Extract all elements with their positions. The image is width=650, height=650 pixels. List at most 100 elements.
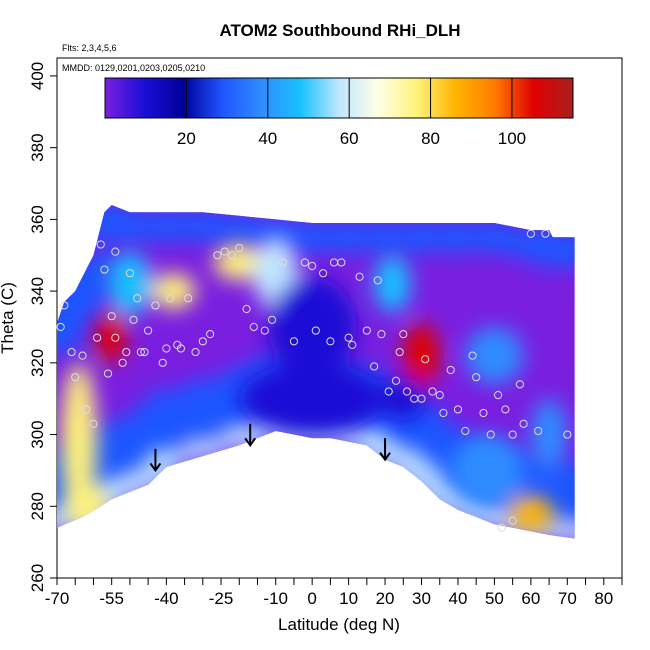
field-cell [180, 438, 225, 459]
observation-point [213, 251, 222, 260]
observation-point [395, 347, 404, 357]
observation-point [508, 516, 517, 525]
field-feature [374, 255, 411, 313]
field-cell [140, 210, 193, 243]
observation-point [227, 251, 237, 260]
x-tick-label: 20 [376, 589, 395, 608]
observation-point [417, 394, 426, 403]
x-tick-label: -10 [263, 589, 288, 608]
field-cell [286, 221, 339, 254]
observation-point [82, 405, 91, 414]
observation-point [515, 380, 525, 389]
arrow-head [244, 437, 257, 448]
observation-point [370, 362, 379, 371]
observation-point [111, 333, 120, 342]
observation-point [60, 301, 69, 310]
chart-title: ATOM2 Southbound RHi_DLH [219, 21, 460, 40]
colorbar: 20 40 60 80 100 [104, 77, 574, 148]
field-cell [542, 461, 575, 530]
observation-point [479, 408, 488, 418]
observation-point [435, 391, 444, 400]
field-feature [108, 251, 152, 317]
field-feature [268, 276, 356, 378]
observation-points [56, 229, 572, 532]
observation-point [497, 523, 506, 532]
field-feature [213, 244, 265, 281]
y-tick-label: 300 [28, 420, 47, 448]
dates-label: MMDD: 0129,0201,0203,0205,0210 [62, 63, 205, 73]
field-feature [450, 434, 524, 507]
descent-arrows [149, 423, 391, 473]
observation-point [96, 240, 105, 249]
field-cell [103, 210, 156, 243]
field-cell [552, 521, 575, 539]
y-tick-label: 320 [28, 349, 47, 377]
field-feature [465, 326, 524, 385]
field-cell [548, 235, 575, 268]
observation-point [158, 358, 167, 367]
field-cell [431, 221, 484, 254]
x-tick-label: -40 [154, 589, 179, 608]
observation-point [468, 351, 477, 360]
observation-point [300, 258, 309, 267]
observation-point [519, 419, 528, 428]
field-cell [395, 221, 448, 254]
observation-point [162, 344, 171, 353]
field-cell [399, 464, 444, 484]
observation-point [311, 326, 320, 335]
field-feature [530, 398, 568, 471]
field-feature [60, 362, 98, 521]
observation-point [501, 405, 510, 414]
colorbar-tick-label: 60 [340, 129, 359, 148]
colorbar-tick-label: 80 [421, 129, 440, 148]
observation-point [100, 265, 109, 274]
observation-point [165, 294, 175, 303]
x-tick-label: 0 [307, 589, 316, 608]
observation-point [249, 322, 258, 332]
observation-point [92, 333, 102, 342]
observation-point [205, 330, 215, 339]
colorbar-tick-label: 40 [258, 129, 277, 148]
observation-point [446, 365, 455, 375]
observation-point [122, 347, 131, 357]
observation-point [391, 376, 401, 385]
observation-point [472, 373, 481, 382]
observation-point [56, 322, 65, 332]
observation-point [384, 387, 393, 396]
observation-point [421, 355, 430, 364]
observation-point [373, 276, 382, 285]
y-tick-label: 280 [28, 492, 47, 520]
observation-point [220, 247, 229, 256]
observation-point [526, 229, 535, 238]
field-feature [381, 377, 426, 421]
x-tick-label: -25 [209, 589, 234, 608]
field-cell [144, 449, 189, 470]
observation-point [103, 369, 113, 378]
observation-point [534, 426, 543, 436]
x-axis: -70 -55 -40 -25 -10 0 10 20 30 40 50 60 70 80 [45, 578, 623, 608]
colorbar-tick-label: 100 [498, 129, 526, 148]
observation-point [493, 391, 503, 400]
observation-point [541, 229, 550, 238]
observation-point [111, 247, 120, 256]
field-feature [509, 495, 553, 532]
x-tick-label: 50 [485, 589, 504, 608]
observation-point [67, 347, 76, 357]
plot-frame [56, 57, 623, 579]
y-tick-label: 360 [28, 205, 47, 233]
observation-point [289, 337, 299, 346]
arrow-head [149, 462, 162, 473]
colorbar-ramp [104, 77, 574, 119]
observation-point [235, 243, 244, 253]
observation-point [133, 294, 142, 303]
observation-point [402, 387, 412, 396]
heatmap-field [57, 205, 575, 539]
observation-point [508, 430, 517, 439]
observation-point [348, 340, 357, 349]
field-cell [126, 467, 171, 488]
x-tick-label: 10 [339, 589, 358, 608]
observation-point [486, 430, 495, 439]
observation-point [151, 301, 160, 310]
observation-point [308, 261, 317, 271]
